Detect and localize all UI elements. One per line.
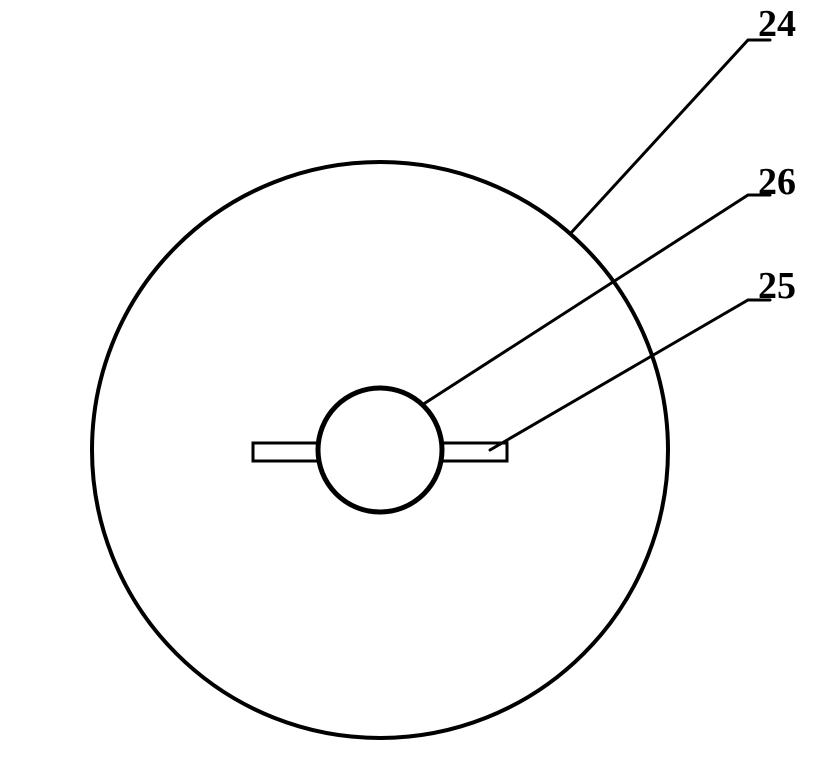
left-tab bbox=[253, 443, 318, 461]
label-24: 24 bbox=[758, 2, 796, 46]
label-25: 25 bbox=[758, 264, 796, 308]
inner-circle bbox=[318, 388, 442, 512]
label-26: 26 bbox=[758, 160, 796, 204]
